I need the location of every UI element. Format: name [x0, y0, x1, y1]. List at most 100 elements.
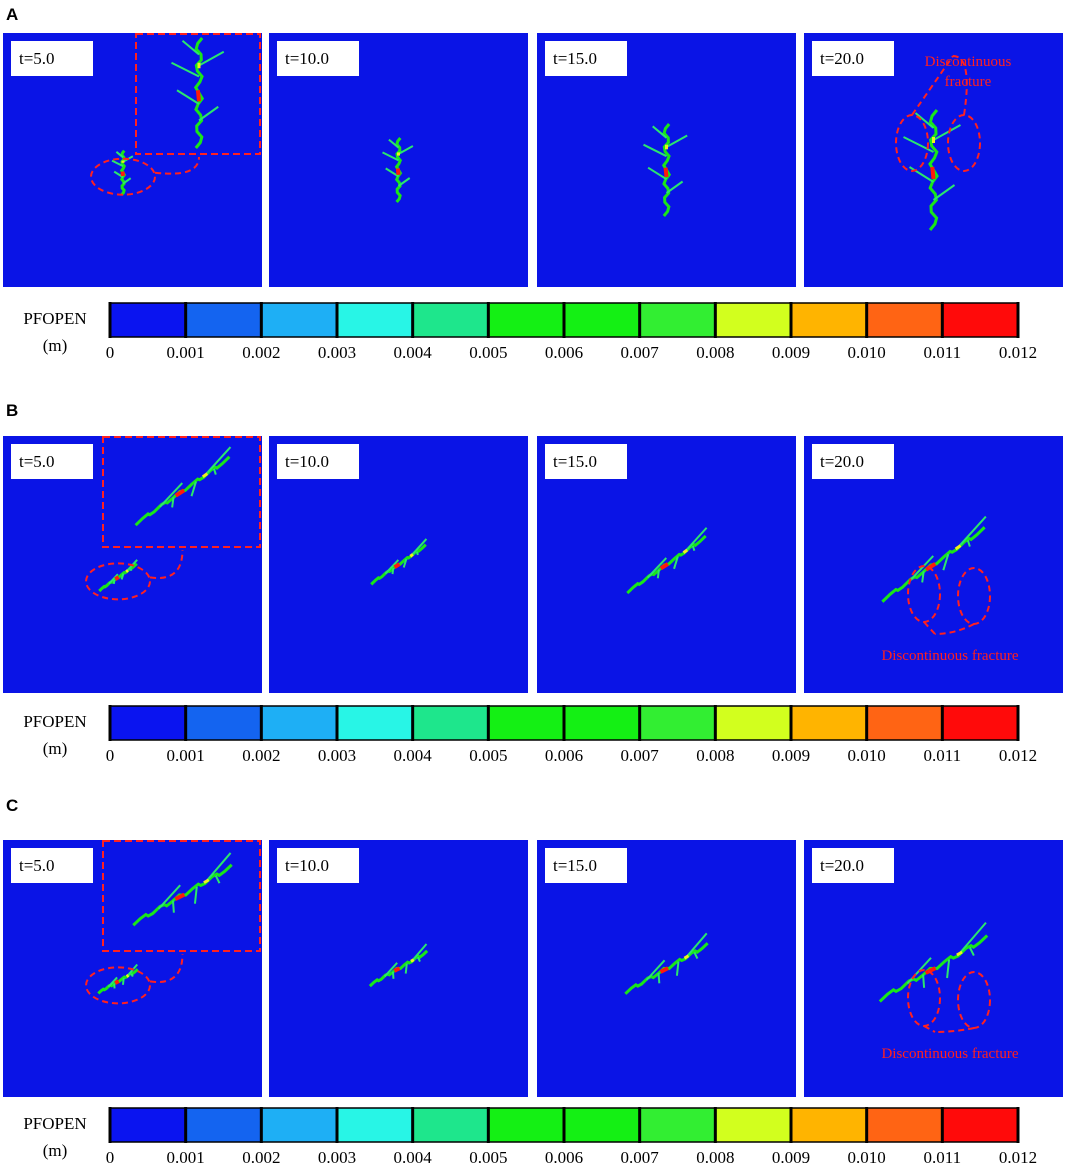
fracture-branch [213, 468, 217, 475]
fracture-core [114, 575, 120, 581]
fracture-branch [966, 540, 971, 547]
fracture-branch [385, 167, 400, 178]
colorbar-segment [185, 303, 262, 337]
fracture-branch [205, 852, 232, 882]
colorbar-tick-label: 0.012 [999, 1148, 1037, 1165]
colorbar: 0 0.001 0.002 0.003 0.004 0.005 0.006 0.007 0.00… [23, 302, 1037, 362]
time-label: t=20.0 [820, 856, 864, 875]
fracture-branch [121, 977, 125, 985]
fracture-branch [383, 962, 398, 978]
colorbar-label: PFOPEN [23, 1114, 86, 1133]
colorbar-segment [412, 706, 489, 740]
fracture-branch [384, 559, 400, 575]
annotation-arrow [952, 55, 968, 116]
fracture-branch [204, 446, 232, 476]
fracture-branch [157, 884, 181, 910]
fracture-branch [120, 573, 125, 580]
fracture-branch [171, 497, 175, 508]
colorbar-segment [866, 303, 943, 337]
fracture-core [195, 90, 201, 102]
fracture-branch [388, 138, 400, 149]
fracture-core [682, 548, 689, 554]
colorbar-segment [791, 303, 867, 337]
colorbar-tick-label: 0.009 [772, 1148, 810, 1165]
colorbar-segment [639, 706, 716, 740]
annotation-arrow [934, 1027, 975, 1033]
time-label-box [812, 848, 894, 883]
colorbar-tick-label: 0.006 [545, 343, 583, 362]
annotation-text: fracture [945, 74, 992, 90]
colorbar-segment [639, 303, 716, 337]
colorbar-tick-label: 0.005 [469, 746, 507, 765]
colorbar-segment [488, 706, 564, 740]
time-label-box [277, 444, 359, 479]
fracture-branch [402, 558, 408, 568]
fracture-core [395, 168, 401, 175]
fracture-core [659, 562, 669, 571]
fracture-core [925, 562, 937, 572]
colorbar-tick-label: 0.004 [394, 343, 433, 362]
colorbar-segment [185, 1108, 262, 1142]
time-label-box [11, 41, 93, 76]
time-label: t=20.0 [820, 49, 864, 68]
colorbar-segment [564, 303, 640, 337]
fracture-branch [115, 151, 124, 159]
colorbar-tick-label: 0.012 [999, 343, 1037, 362]
fracture-core [393, 562, 401, 569]
time-label: t=5.0 [19, 452, 55, 471]
colorbar-segment [261, 303, 337, 337]
colorbar-tick-label: 0.007 [621, 1148, 660, 1165]
fracture-branch [415, 551, 419, 556]
time-label: t=15.0 [553, 49, 597, 68]
inset-box [102, 436, 261, 548]
fracture-branch [130, 973, 134, 978]
fracture-branch [122, 177, 132, 185]
fracture-branch [903, 136, 934, 153]
fracture-branch [171, 61, 200, 78]
colorbar-segment [866, 1108, 943, 1142]
fracture-branch [129, 568, 133, 572]
fracture-branch [666, 134, 688, 148]
fracture-branch [382, 151, 399, 162]
fracture-branch [652, 125, 668, 139]
fracture-branch [921, 571, 925, 583]
fracture-core [114, 979, 120, 985]
colorbar-segment [412, 1108, 489, 1142]
fracture-branch [673, 556, 679, 570]
panel: Discontinuous fracture t=20.0 [804, 840, 1063, 1097]
fracture-branch [113, 170, 124, 178]
fracture-branch [647, 166, 668, 181]
colorbar-segment [942, 1108, 1018, 1142]
colorbar-segment [110, 303, 186, 337]
inset-box [135, 33, 261, 155]
panel: t=5.0 [3, 33, 262, 287]
time-label-box [812, 444, 894, 479]
annotation-arrow [923, 1025, 936, 1033]
colorbar-segment [564, 1108, 640, 1142]
colorbar-tick-label: 0.007 [621, 746, 660, 765]
time-label-box [11, 848, 93, 883]
fracture-branch [922, 974, 926, 988]
colorbar-segment [715, 1108, 791, 1142]
colorbar-tick-label: 0.011 [924, 343, 962, 362]
colorbar-tick-label: 0.008 [696, 746, 734, 765]
fracture-branch [111, 159, 124, 167]
colorbar-unit: (m) [43, 739, 68, 758]
fracture-branch [404, 963, 408, 974]
fracture-core [410, 958, 415, 963]
fracture-branch [398, 145, 414, 155]
colorbar-tick-label: 0.008 [696, 1148, 734, 1165]
fracture-core [659, 966, 669, 974]
colorbar-tick-label: 0.008 [696, 343, 734, 362]
colorbar-unit: (m) [43, 336, 68, 355]
fracture-branch [693, 951, 699, 960]
panel: t=5.0 [3, 436, 262, 693]
annotation-arrow [911, 55, 954, 116]
colorbar: 0 0.001 0.002 0.003 0.004 0.005 0.006 0.007 0.00… [23, 1107, 1037, 1165]
fracture-core [201, 472, 209, 479]
fracture-core [954, 544, 962, 551]
fracture-branch [968, 947, 975, 957]
colorbar-tick-label: 0.012 [999, 746, 1037, 765]
colorbar-segment [337, 1108, 413, 1142]
fracture-branch [645, 959, 666, 981]
